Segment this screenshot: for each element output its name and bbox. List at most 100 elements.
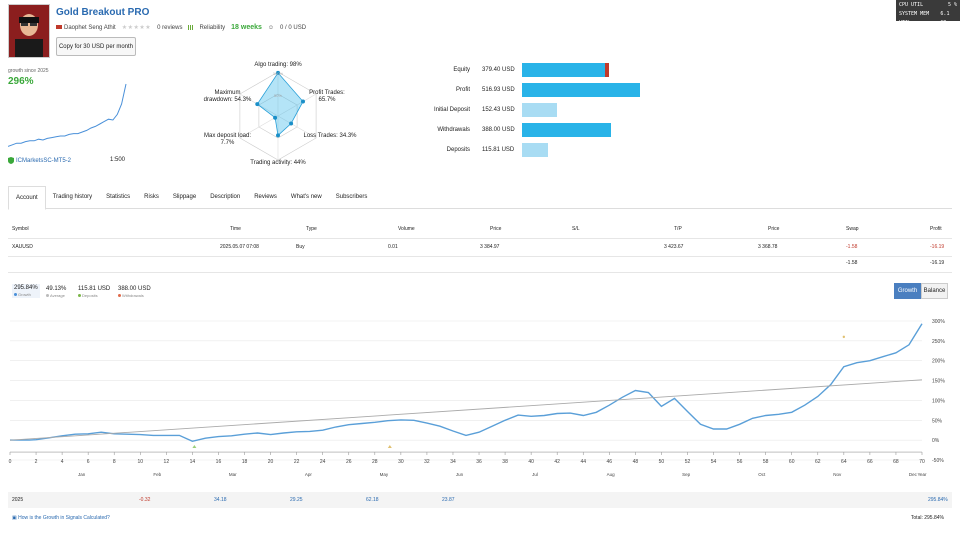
balance-value: 115.81 USD — [482, 147, 515, 153]
signal-title[interactable]: Gold Breakout PRO — [56, 7, 150, 18]
month-mar-value: 29.25 — [290, 497, 303, 503]
radar-point — [289, 121, 294, 126]
radar-spoke — [239, 115, 279, 139]
x-tick-label: 14 — [190, 459, 196, 465]
x-tick-label: 46 — [607, 459, 613, 465]
x-tick-label: 30 — [398, 459, 404, 465]
table-cell: 3 368.78 — [758, 244, 778, 250]
x-tick-label: 20 — [268, 459, 274, 465]
year-total-value: 295.84% — [928, 497, 948, 503]
reliability-label: Reliability — [199, 24, 226, 31]
tab-reviews[interactable]: Reviews — [254, 194, 277, 200]
system-monitor: CPU UTIL 5 % SYSTEM MEM UTIL 6.1 GB — [896, 0, 960, 26]
total-profit: -16.19 — [930, 260, 945, 266]
year-label: 2025 — [12, 497, 24, 503]
x-tick-label: 44 — [580, 459, 586, 465]
avatar[interactable] — [8, 4, 50, 58]
balance-label: Withdrawals — [437, 127, 470, 133]
copy-button[interactable]: Copy for 30 USD per month — [56, 37, 136, 56]
balance-button[interactable]: Balance — [921, 283, 948, 299]
tab-risks[interactable]: Risks — [144, 194, 159, 200]
legend-dot-icon — [118, 294, 121, 297]
balance-value: 388.00 USD — [482, 127, 515, 133]
radar-ring-50: 50% — [274, 93, 282, 98]
month-label: Nov — [833, 472, 842, 477]
author[interactable]: Daophet Seng Athit — [56, 25, 116, 31]
table-cell: 2025.05.07 07:08 — [220, 244, 259, 250]
month-label: Oct — [758, 472, 766, 477]
x-tick-label: 28 — [372, 459, 378, 465]
tab-trading-history[interactable]: Trading history — [52, 194, 93, 200]
signal-meta: Daophet Seng Athit ★★★★★ 0 reviews Relia… — [56, 24, 306, 31]
radar-point — [255, 102, 260, 107]
subscribers-count: 0 / 0 USD — [280, 24, 307, 31]
deposit-marker-icon — [387, 445, 392, 449]
cpu-label: CPU UTIL — [899, 2, 924, 8]
month-label: Sep — [682, 472, 691, 477]
balance-label: Profit — [455, 87, 470, 93]
column-header: S/L — [572, 226, 580, 232]
column-header: Time — [230, 226, 241, 232]
info-icon: ▣ — [12, 515, 19, 521]
month-label: Year — [917, 472, 927, 477]
radar-ring-100: 100% — [273, 71, 284, 76]
tab-description[interactable]: Description — [210, 194, 241, 200]
total-swap: -1.58 — [846, 260, 858, 266]
stat-growth[interactable]: 295.84% Growth — [12, 284, 40, 298]
broker[interactable]: ICMarketsSC-MT5-2 — [8, 157, 71, 164]
growth-chart: 300%250%200%150%100%50%0%-50%0 2 4 6 8 10 12 14… — [9, 319, 946, 477]
x-tick-label: 68 — [893, 459, 899, 465]
column-header: T/P — [674, 226, 682, 232]
balance-label: Deposits — [446, 147, 470, 153]
event-marker-icon — [842, 335, 846, 339]
x-tick-label: 24 — [320, 459, 326, 465]
tab-account[interactable]: Account — [8, 186, 46, 210]
stat-value: 388.00 USD — [118, 286, 151, 292]
growth-button[interactable]: Growth — [894, 283, 921, 299]
flag-icon — [56, 24, 62, 29]
radar-activity-label: Trading activity: 44% — [250, 160, 306, 166]
cpu-value: 5 % — [947, 2, 957, 8]
balance-bar-loss — [604, 63, 609, 77]
column-header: Price — [490, 226, 502, 232]
table-cell: -1.58 — [846, 244, 858, 250]
table-row[interactable]: XAUUSD 2025.05.07 07:08 Buy 0.01 3 384.97 3 4… — [8, 238, 952, 257]
tab-what-s-new[interactable]: What's new — [290, 194, 322, 200]
month-label: Dec — [909, 472, 918, 477]
mini-growth-line — [8, 83, 127, 147]
radar-spoke — [277, 115, 317, 139]
stat-label: Average — [46, 293, 66, 298]
reviews-count[interactable]: 0 reviews — [157, 24, 183, 31]
legend-dot-icon — [78, 294, 81, 297]
stat-label: Withdrawals — [118, 293, 151, 298]
tab-subscribers[interactable]: Subscribers — [335, 194, 368, 200]
x-tick-label: 26 — [346, 459, 352, 465]
x-tick-label: 60 — [789, 459, 795, 465]
tab-statistics[interactable]: Statistics — [106, 194, 131, 200]
month-jan-value: -0.32 — [139, 497, 151, 503]
total-growth: Total: 295.84% — [910, 515, 944, 521]
x-tick-label: 8 — [113, 459, 116, 465]
x-tick-label: 18 — [242, 459, 248, 465]
balance-bar — [522, 103, 557, 117]
tab-slippage[interactable]: Slippage — [172, 194, 197, 200]
x-tick-label: 22 — [294, 459, 300, 465]
radar-loss-label: Loss Trades: 34.3% — [303, 133, 357, 139]
growth-value: 296% — [8, 76, 34, 87]
stat-average[interactable]: 49.13% Average — [46, 286, 66, 298]
x-tick-label: 6 — [87, 459, 90, 465]
radar-point — [276, 133, 280, 138]
mem-value: 6.1 GB — [940, 11, 950, 26]
x-tick-label: 58 — [763, 459, 769, 465]
stat-deposits[interactable]: 115.81 USD Deposits — [78, 286, 110, 298]
stat-withdrawals[interactable]: 388.00 USD Withdrawals — [118, 286, 151, 298]
x-tick-label: 4 — [61, 459, 64, 465]
column-header: Price — [768, 226, 780, 232]
table-cell: XAUUSD — [12, 244, 33, 250]
weeks: 18 weeks — [231, 24, 262, 31]
month-label: May — [380, 472, 389, 477]
growth-help-link[interactable]: ▣ How is the Growth in Signals Calculate… — [12, 515, 110, 521]
balance-bar — [522, 143, 549, 157]
table-cell: Buy — [296, 244, 305, 250]
balance-bar — [522, 63, 609, 77]
